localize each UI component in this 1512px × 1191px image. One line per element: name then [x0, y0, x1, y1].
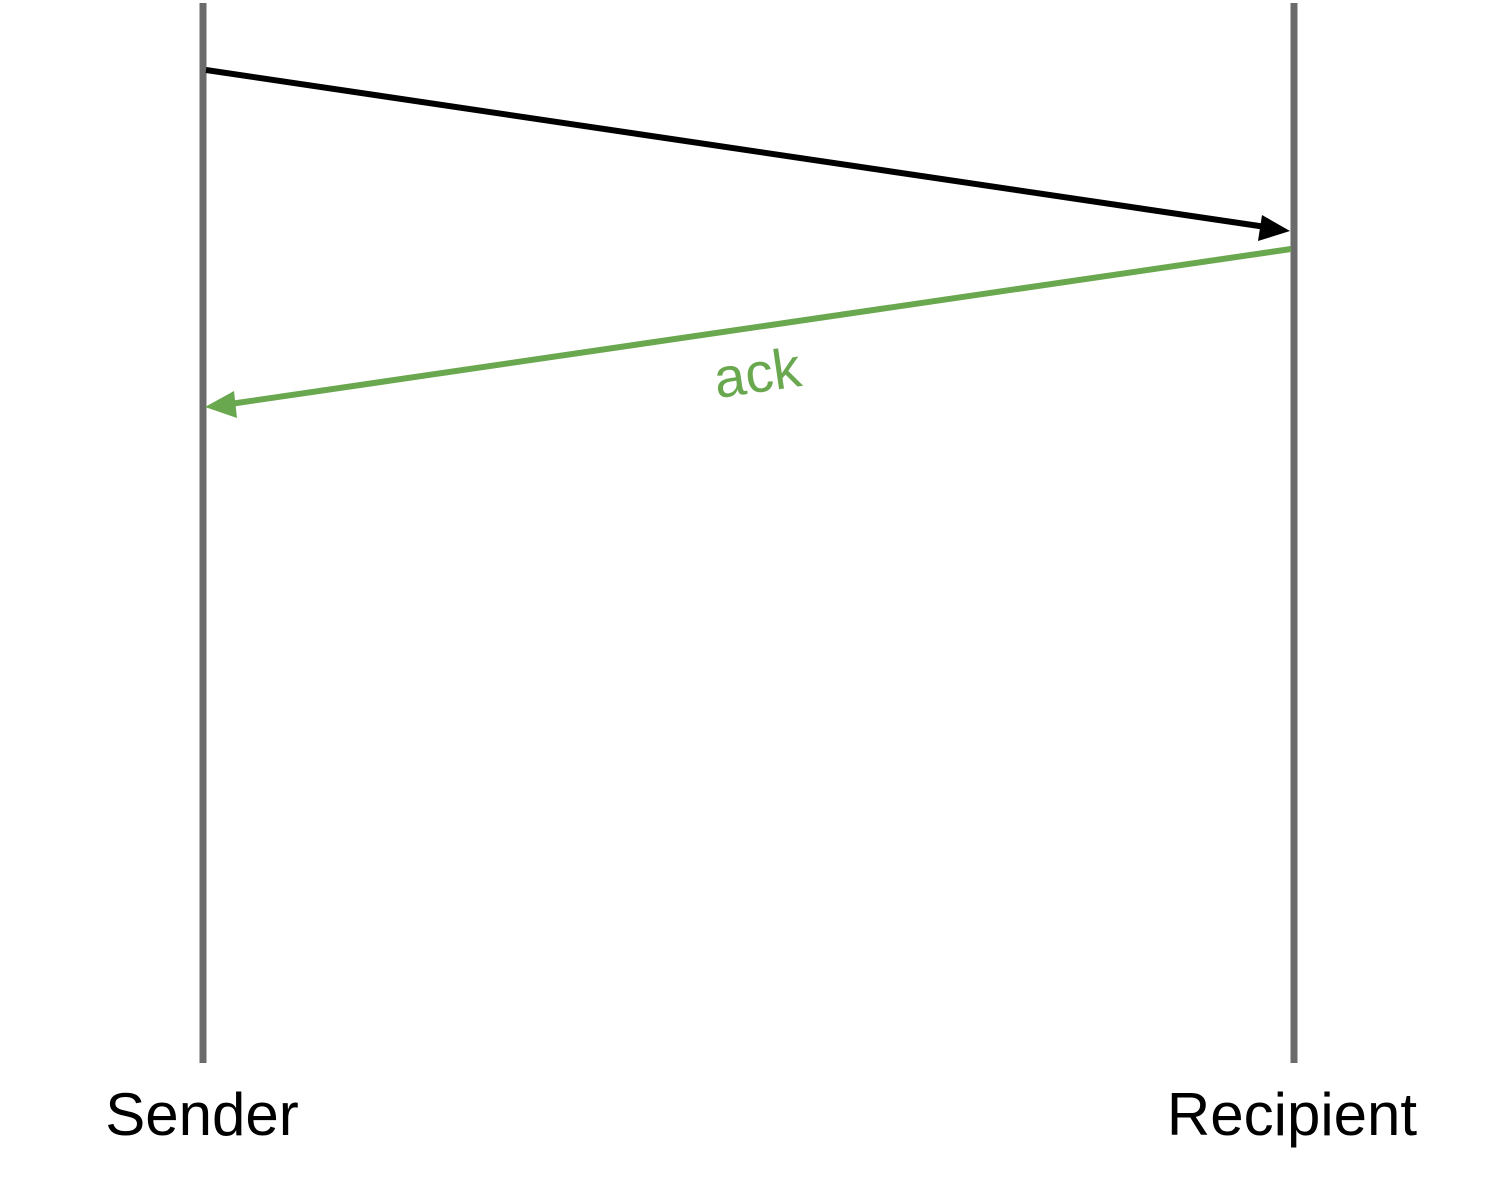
arrowhead-icon — [205, 391, 237, 418]
recipient-label: Recipient — [1167, 1081, 1417, 1148]
message-arrow-sender-to-recipient — [205, 67, 1267, 230]
arrowhead-icon — [1258, 215, 1290, 241]
sender-label: Sender — [105, 1081, 298, 1148]
ack-arrow-recipient-to-sender — [229, 246, 1292, 407]
ack-label: ack — [710, 335, 806, 410]
